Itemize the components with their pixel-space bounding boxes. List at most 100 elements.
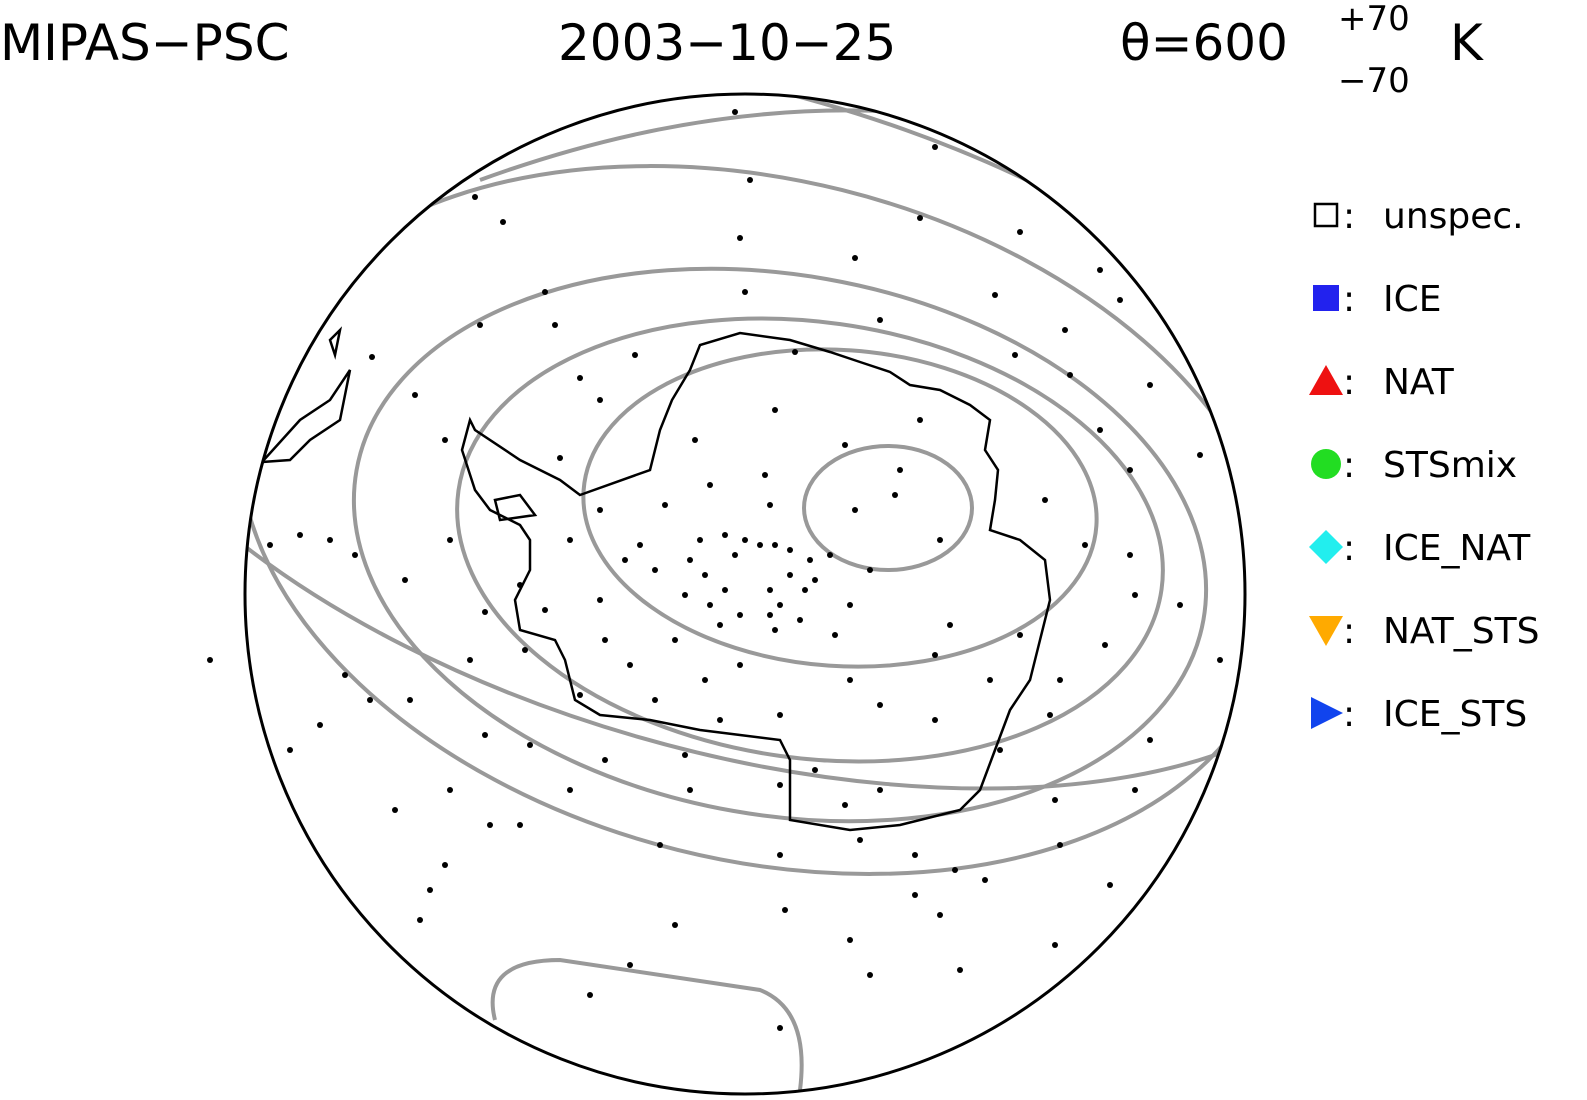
measurement-point [737, 235, 743, 241]
measurement-point [367, 697, 373, 703]
contour [581, 347, 1099, 669]
measurement-point [342, 672, 348, 678]
measurement-point [767, 587, 773, 593]
measurement-point [517, 582, 523, 588]
measurement-point [997, 747, 1003, 753]
measurement-point [632, 352, 638, 358]
measurement-point [842, 442, 848, 448]
measurement-points [207, 109, 1223, 1031]
measurement-point [1067, 372, 1073, 378]
contour [455, 316, 1165, 764]
measurement-point [477, 322, 483, 328]
measurement-point [787, 572, 793, 578]
measurement-point [992, 292, 998, 298]
legend-label: STSmix [1383, 445, 1517, 486]
measurement-point [1107, 882, 1113, 888]
legend-symbol [1309, 616, 1343, 646]
measurement-point [762, 472, 768, 478]
measurement-point [369, 354, 375, 360]
measurement-point [297, 532, 303, 538]
contour [351, 266, 1209, 824]
measurement-point [627, 662, 633, 668]
measurement-point [427, 887, 433, 893]
measurement-point [932, 144, 938, 150]
measurement-point [267, 542, 273, 548]
legend: : unspec.: ICE: NAT: STSmix: ICE_NAT: NAT_STS:… [1309, 196, 1539, 735]
measurement-point [982, 877, 988, 883]
measurement-point [1047, 712, 1053, 718]
measurement-point [577, 375, 583, 381]
measurement-point [797, 617, 803, 623]
measurement-point [747, 177, 753, 183]
measurement-point [1097, 267, 1103, 273]
measurement-point [767, 612, 773, 618]
legend-symbol [1311, 697, 1343, 729]
legend-label: NAT_STS [1383, 611, 1539, 652]
measurement-point [692, 437, 698, 443]
contour [479, 108, 901, 182]
theta-unit: K [1450, 14, 1484, 72]
measurement-point [827, 552, 833, 558]
measurement-point [702, 677, 708, 683]
measurement-point [952, 867, 958, 873]
legend-separator: : [1343, 196, 1355, 237]
measurement-point [567, 787, 573, 793]
measurement-point [917, 215, 923, 221]
measurement-point [1127, 552, 1133, 558]
measurement-point [912, 852, 918, 858]
measurement-point [1057, 677, 1063, 683]
measurement-point [1147, 382, 1153, 388]
measurement-point [1132, 787, 1138, 793]
measurement-point [467, 657, 473, 663]
measurement-point [722, 532, 728, 538]
legend-label: unspec. [1383, 196, 1524, 237]
measurement-point [777, 1025, 783, 1031]
theta-upper: +70 [1338, 0, 1410, 39]
legend-separator: : [1343, 528, 1355, 569]
legend-separator: : [1343, 694, 1355, 735]
measurement-point [737, 662, 743, 668]
measurement-point [542, 607, 548, 613]
measurement-point [672, 637, 678, 643]
measurement-point [657, 842, 663, 848]
measurement-point [717, 717, 723, 723]
measurement-point [767, 502, 773, 508]
measurement-point [812, 577, 818, 583]
measurement-point [577, 692, 583, 698]
measurement-point [1017, 229, 1023, 235]
measurement-point [447, 787, 453, 793]
measurement-point [602, 757, 608, 763]
measurement-point [317, 722, 323, 728]
measurement-point [777, 782, 783, 788]
measurement-point [442, 437, 448, 443]
measurement-point [707, 482, 713, 488]
measurement-point [597, 597, 603, 603]
measurement-point [517, 822, 523, 828]
measurement-point [932, 717, 938, 723]
measurement-point [672, 922, 678, 928]
measurement-point [912, 892, 918, 898]
measurement-point [542, 289, 548, 295]
measurement-point [867, 567, 873, 573]
measurement-point [1102, 642, 1108, 648]
coastline [460, 331, 1052, 832]
theta-lower: −70 [1338, 61, 1410, 101]
measurement-point [947, 622, 953, 628]
measurement-point [1052, 942, 1058, 948]
measurement-point [597, 397, 603, 403]
measurement-point [1132, 592, 1138, 598]
measurement-point [567, 537, 573, 543]
measurement-point [392, 807, 398, 813]
measurement-point [832, 632, 838, 638]
measurement-point [737, 612, 743, 618]
measurement-point [652, 697, 658, 703]
measurement-point [1217, 657, 1223, 663]
contours [245, 94, 1245, 1091]
measurement-point [777, 712, 783, 718]
measurement-point [842, 802, 848, 808]
measurement-point [987, 677, 993, 683]
measurement-point [557, 455, 563, 461]
measurement-point [937, 912, 943, 918]
